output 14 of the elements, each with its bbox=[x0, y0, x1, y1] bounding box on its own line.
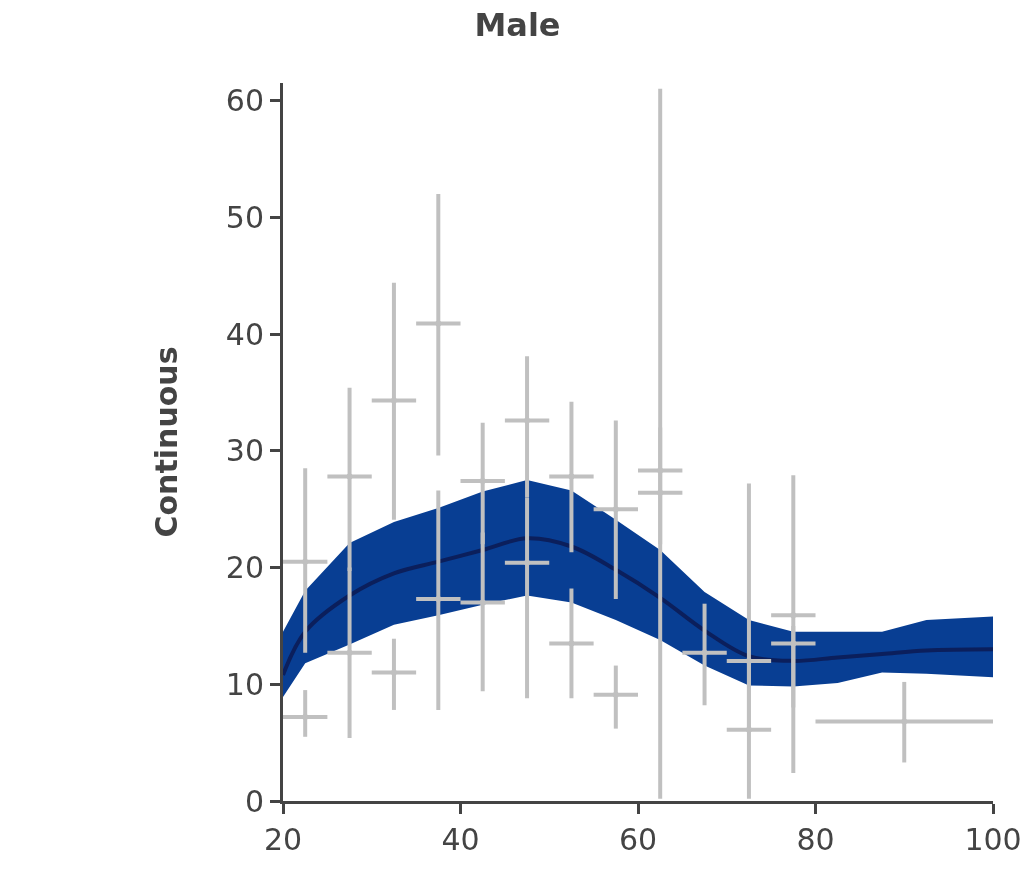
y-tick-label: 40 bbox=[225, 316, 264, 352]
y-tick-label: 20 bbox=[225, 550, 264, 585]
x-tick-label: 20 bbox=[263, 822, 303, 857]
y-tick-label: 30 bbox=[225, 433, 264, 469]
chart-title: Male bbox=[474, 5, 561, 44]
y-tick-label: 50 bbox=[225, 199, 264, 235]
y-tick-label: 60 bbox=[225, 83, 264, 119]
y-tick-label: 0 bbox=[244, 783, 264, 819]
x-tick-label: 100 bbox=[964, 822, 1022, 857]
y-axis-title: Continuous bbox=[148, 346, 184, 538]
y-tick-label: 10 bbox=[225, 666, 264, 702]
x-tick-label: 40 bbox=[441, 822, 480, 857]
x-tick-label: 80 bbox=[796, 822, 835, 857]
x-tick-label: 60 bbox=[618, 822, 658, 857]
